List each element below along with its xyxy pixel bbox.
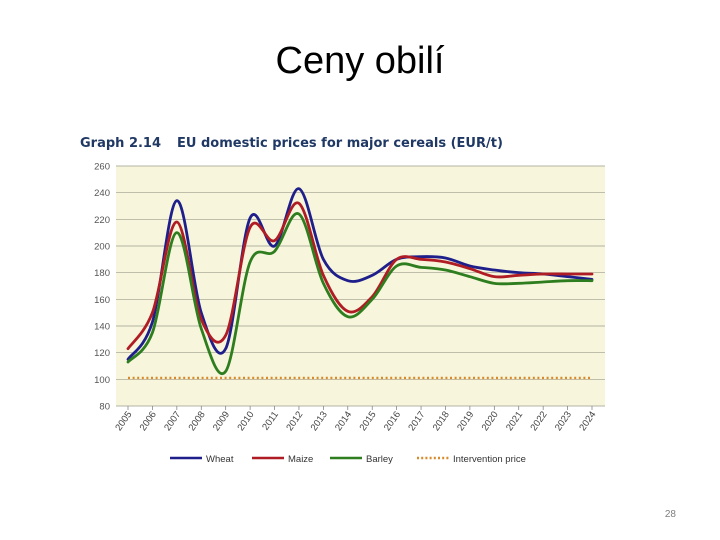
x-tick-label: 2019 bbox=[455, 409, 476, 433]
x-tick-label: 2014 bbox=[333, 409, 354, 433]
x-tick-label: 2023 bbox=[553, 409, 574, 433]
x-tick-label: 2024 bbox=[577, 409, 598, 433]
x-tick-label: 2016 bbox=[382, 409, 403, 433]
x-tick-label: 2010 bbox=[235, 409, 256, 433]
chart-title: EU domestic prices for major cereals (EU… bbox=[177, 136, 503, 151]
x-tick-label: 2011 bbox=[260, 409, 281, 432]
legend-label-maize: Maize bbox=[288, 454, 313, 465]
x-tick-label: 2006 bbox=[138, 409, 159, 433]
page-number: 28 bbox=[664, 509, 676, 520]
x-tick-label: 2018 bbox=[431, 409, 452, 433]
x-axis: 2005 2006 2007 2008 2009 2010 2011 2012 2013 2014… bbox=[113, 406, 598, 433]
series-line-wheat bbox=[126, 187, 594, 361]
series-line-maize bbox=[126, 201, 594, 351]
x-tick-label: 2015 bbox=[358, 409, 379, 433]
series-line-barley bbox=[126, 212, 594, 375]
grid-lines bbox=[116, 165, 605, 407]
y-tick-label: 240 bbox=[94, 188, 110, 199]
y-tick-label: 120 bbox=[94, 348, 110, 359]
y-tick-label: 180 bbox=[94, 268, 110, 279]
chart-caption: Graph 2.14 EU domestic prices for major c… bbox=[80, 136, 503, 151]
x-tick-label: 2013 bbox=[309, 409, 330, 433]
legend: Wheat Maize Barley Intervention price bbox=[170, 454, 526, 465]
x-tick-label: 2020 bbox=[480, 409, 501, 433]
series-lines bbox=[126, 187, 594, 380]
x-tick-label: 2009 bbox=[211, 409, 232, 433]
y-axis: 80 100 120 140 160 180 200 220 240 260 bbox=[94, 162, 110, 413]
x-tick-label: 2012 bbox=[284, 409, 305, 433]
x-tick-label: 2005 bbox=[113, 409, 134, 433]
chart-caption-number: Graph 2.14 bbox=[80, 136, 162, 151]
plot-area bbox=[116, 166, 605, 406]
x-tick-label: 2021 bbox=[504, 409, 525, 433]
y-tick-label: 200 bbox=[94, 242, 110, 253]
y-tick-label: 220 bbox=[94, 215, 110, 226]
x-tick-label: 2017 bbox=[406, 409, 427, 433]
y-tick-label: 80 bbox=[99, 402, 110, 413]
slide-title: Ceny obilí bbox=[275, 40, 445, 82]
legend-label-wheat: Wheat bbox=[206, 454, 234, 465]
y-tick-label: 160 bbox=[94, 295, 110, 306]
legend-label-barley: Barley bbox=[366, 454, 393, 465]
x-tick-label: 2008 bbox=[187, 409, 208, 433]
y-tick-label: 140 bbox=[94, 322, 110, 333]
x-tick-label: 2007 bbox=[162, 409, 183, 433]
y-tick-label: 260 bbox=[94, 162, 110, 173]
x-tick-label: 2022 bbox=[528, 409, 549, 433]
y-tick-label: 100 bbox=[94, 375, 110, 386]
legend-label-intervention-price: Intervention price bbox=[453, 454, 526, 465]
